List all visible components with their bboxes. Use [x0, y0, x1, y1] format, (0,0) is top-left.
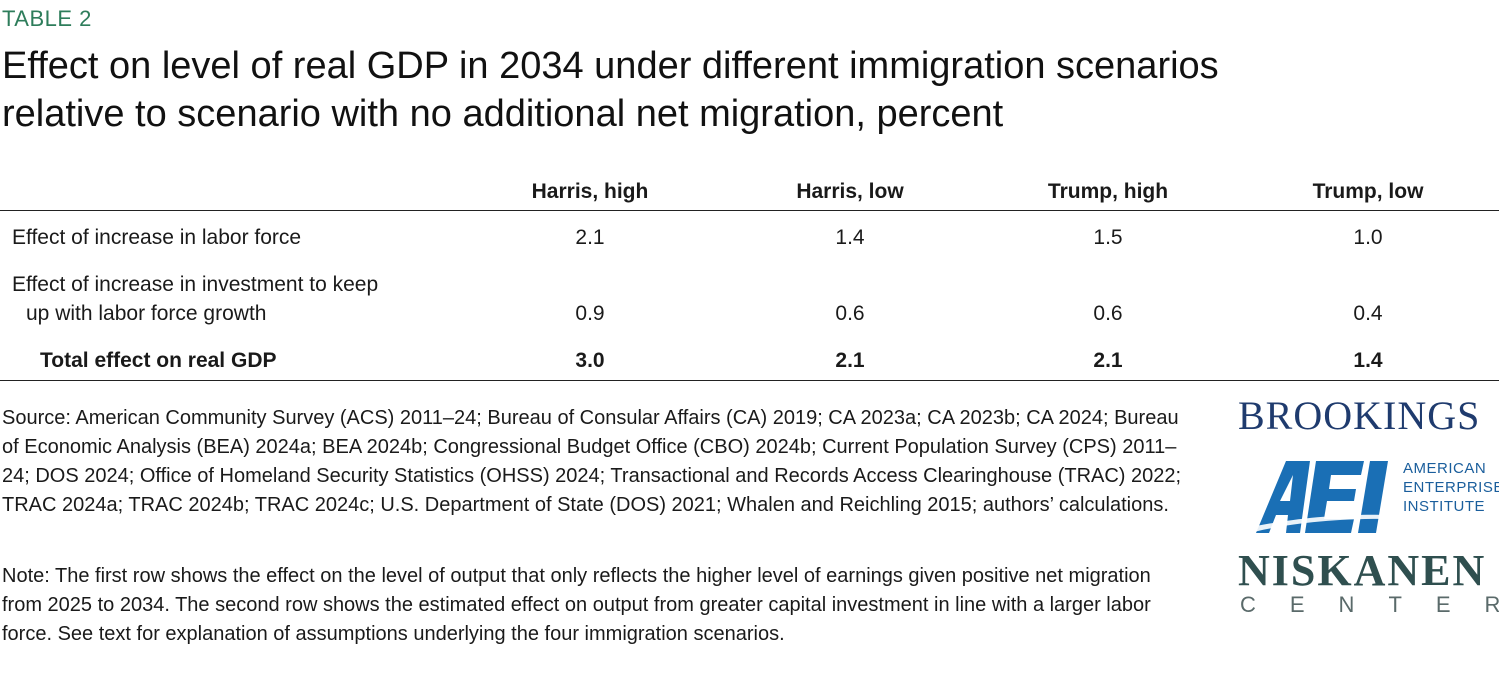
aei-mark-icon [1242, 461, 1396, 535]
aei-wordmark: AMERICAN ENTERPRISE INSTITUTE [1403, 459, 1499, 516]
table-bottom-divider [0, 380, 1499, 381]
aei-line-1: AMERICAN [1403, 460, 1487, 477]
table-cell: 1.4 [835, 226, 865, 249]
title-line-1: Effect on level of real GDP in 2034 unde… [2, 45, 1219, 87]
table-header-divider [0, 210, 1499, 211]
aei-line-2: ENTERPRISE [1403, 479, 1499, 496]
table-cell: 0.6 [835, 302, 865, 325]
table-cell: 0.9 [575, 302, 605, 325]
table-cell: 0.4 [1353, 302, 1383, 325]
row-label: Total effect on real GDP [40, 349, 277, 372]
row-label-continued: up with labor force growth [26, 302, 267, 325]
table-cell: 2.1 [1093, 349, 1123, 372]
niskanen-logo: NISKANEN [1238, 546, 1487, 595]
column-header-harris-high: Harris, high [531, 180, 649, 203]
niskanen-center-wordmark: CENTER [1240, 592, 1499, 617]
explanatory-note: Note: The first row shows the effect on … [2, 565, 1151, 645]
aei-logo: AMERICAN ENTERPRISE INSTITUTE [1238, 455, 1499, 537]
column-header-trump-high: Trump, high [1047, 180, 1169, 203]
page-title: Effect on level of real GDP in 2034 unde… [2, 42, 1482, 138]
table-cell: 0.6 [1093, 302, 1123, 325]
table-cell: 2.1 [575, 226, 605, 249]
table-label: TABLE 2 [2, 6, 92, 31]
title-line-2: relative to scenario with no additional … [2, 93, 1004, 135]
row-label: Effect of increase in investment to keep [12, 273, 379, 296]
row-label: Effect of increase in labor force [12, 226, 302, 249]
source-note: Source: American Community Survey (ACS) … [2, 407, 1182, 516]
column-header-trump-low: Trump, low [1312, 180, 1424, 203]
table-cell: 1.0 [1353, 226, 1383, 249]
table-cell: 2.1 [835, 349, 865, 372]
table-cell: 1.5 [1093, 226, 1123, 249]
brookings-logo: BROOKINGS [1238, 393, 1481, 438]
column-header-harris-low: Harris, low [796, 180, 904, 203]
aei-line-3: INSTITUTE [1403, 498, 1485, 515]
table-cell: 1.4 [1353, 349, 1383, 372]
table-cell: 3.0 [575, 349, 605, 372]
